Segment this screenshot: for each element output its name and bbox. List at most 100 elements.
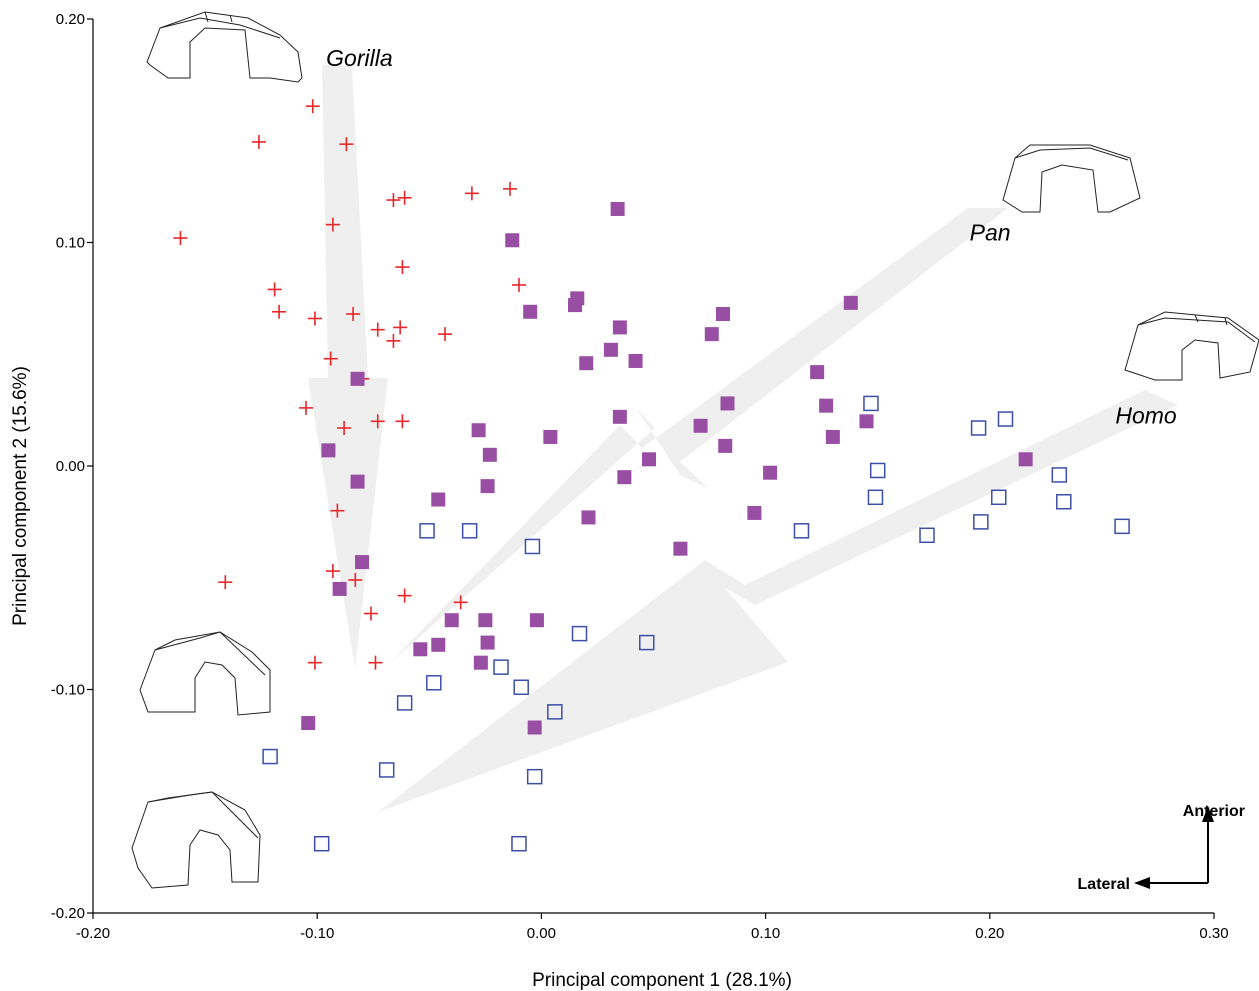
data-point-filled-square: [716, 307, 731, 322]
data-point-filled-square: [612, 320, 627, 335]
data-point-open-square: [867, 489, 884, 506]
data-point-open-square: [869, 462, 886, 479]
data-point-plus: [348, 572, 363, 587]
data-point-plus: [330, 503, 345, 518]
data-point-plus: [453, 595, 468, 610]
data-point-filled-square: [332, 581, 347, 596]
data-point-plus: [305, 99, 320, 114]
data-point-filled-square: [527, 720, 542, 735]
data-point-plus: [307, 655, 322, 670]
data-point-plus: [346, 307, 361, 322]
data-point-filled-square: [628, 353, 643, 368]
data-point-filled-square: [693, 418, 708, 433]
data-point-open-square: [919, 527, 935, 544]
data-point-open-square: [378, 762, 395, 778]
data-point-plus: [337, 421, 352, 436]
data-point-plus: [464, 186, 479, 201]
data-point-open-square: [461, 523, 478, 539]
skull-outline-pan: [1002, 144, 1141, 213]
anterior-label: Anterior: [1183, 803, 1245, 820]
data-point-open-square: [513, 679, 529, 696]
y-axis-title: Principal component 2 (15.6%): [10, 366, 31, 626]
genus-annotations: Gorilla Pan Homo: [326, 45, 1177, 429]
data-point-open-square: [639, 634, 655, 651]
data-point-filled-square: [355, 555, 370, 570]
data-point-filled-square: [543, 429, 558, 444]
data-point-plus: [397, 588, 412, 603]
data-point-open-square: [426, 675, 442, 691]
y-tick-label: 0.10: [56, 235, 85, 252]
data-point-open-square: [973, 514, 989, 530]
data-point-filled-square: [350, 474, 365, 489]
data-point-open-square: [419, 523, 435, 539]
trend-arrows: [308, 65, 1178, 812]
lateral-label: Lateral: [1078, 876, 1130, 893]
data-point-plus: [323, 351, 338, 366]
data-point-plus: [218, 575, 233, 590]
genus-label-homo: Homo: [1115, 403, 1177, 429]
skull-outline-lower-left-1: [139, 631, 271, 716]
orientation-indicator: Anterior Lateral: [1078, 803, 1245, 893]
data-point-open-square: [1051, 467, 1068, 483]
data-point-open-square: [262, 748, 278, 765]
data-point-open-square: [1056, 494, 1072, 510]
data-point-open-square: [313, 835, 330, 852]
data-point-plus: [307, 311, 322, 326]
data-point-filled-square: [843, 295, 858, 310]
skull-outline-lower-left-2: [131, 791, 261, 889]
data-point-plus: [370, 414, 385, 429]
data-points: [173, 99, 1130, 852]
data-point-plus: [393, 320, 408, 335]
data-point-filled-square: [610, 201, 625, 216]
data-point-filled-square: [431, 637, 446, 652]
data-point-plus: [325, 564, 340, 579]
data-point-filled-square: [505, 233, 520, 248]
data-point-filled-square: [350, 371, 365, 386]
series-gorilla: [173, 99, 526, 670]
data-point-filled-square: [859, 414, 874, 429]
data-point-plus: [173, 231, 188, 246]
data-point-filled-square: [444, 613, 459, 628]
data-point-open-square: [571, 625, 588, 642]
data-point-filled-square: [413, 642, 428, 657]
x-axis-ticks: -0.20 -0.10 0.00 0.10 0.20 0.30: [76, 913, 1229, 942]
x-tick-label: -0.10: [300, 925, 334, 942]
data-point-filled-square: [810, 365, 825, 380]
data-point-open-square: [524, 538, 541, 555]
data-point-filled-square: [480, 479, 495, 494]
y-tick-label: -0.10: [51, 682, 85, 699]
data-point-filled-square: [431, 492, 446, 507]
anterior-arrow-head: [1202, 806, 1214, 822]
data-point-plus: [386, 333, 401, 348]
data-point-filled-square: [718, 438, 733, 453]
data-point-filled-square: [763, 465, 778, 480]
data-point-filled-square: [673, 541, 688, 556]
skull-outline-gorilla: [146, 11, 303, 83]
data-point-open-square: [396, 695, 413, 711]
data-point-filled-square: [704, 327, 719, 342]
data-point-filled-square: [642, 452, 657, 467]
data-point-plus: [368, 655, 383, 670]
data-point-filled-square: [603, 342, 618, 357]
data-point-plus: [386, 193, 401, 208]
data-point-filled-square: [579, 356, 594, 371]
x-tick-label: 0.30: [1199, 925, 1228, 942]
data-point-open-square: [970, 420, 987, 436]
data-point-filled-square: [321, 443, 336, 458]
data-point-plus: [251, 134, 266, 149]
data-point-filled-square: [720, 396, 735, 411]
y-tick-label: 0.00: [56, 458, 85, 475]
data-point-open-square: [1114, 518, 1130, 535]
x-tick-label: -0.20: [76, 925, 110, 942]
series-pan: [301, 201, 1033, 735]
data-point-filled-square: [1018, 452, 1033, 467]
data-point-open-square: [991, 489, 1007, 506]
skull-outline-homo: [1124, 311, 1259, 381]
data-point-open-square: [997, 411, 1014, 427]
gorilla-trend-arrow: [308, 65, 388, 668]
data-point-open-square: [511, 835, 527, 852]
data-point-filled-square: [473, 655, 488, 670]
data-point-filled-square: [480, 635, 495, 650]
data-point-plus: [511, 277, 526, 292]
data-point-filled-square: [825, 429, 840, 444]
